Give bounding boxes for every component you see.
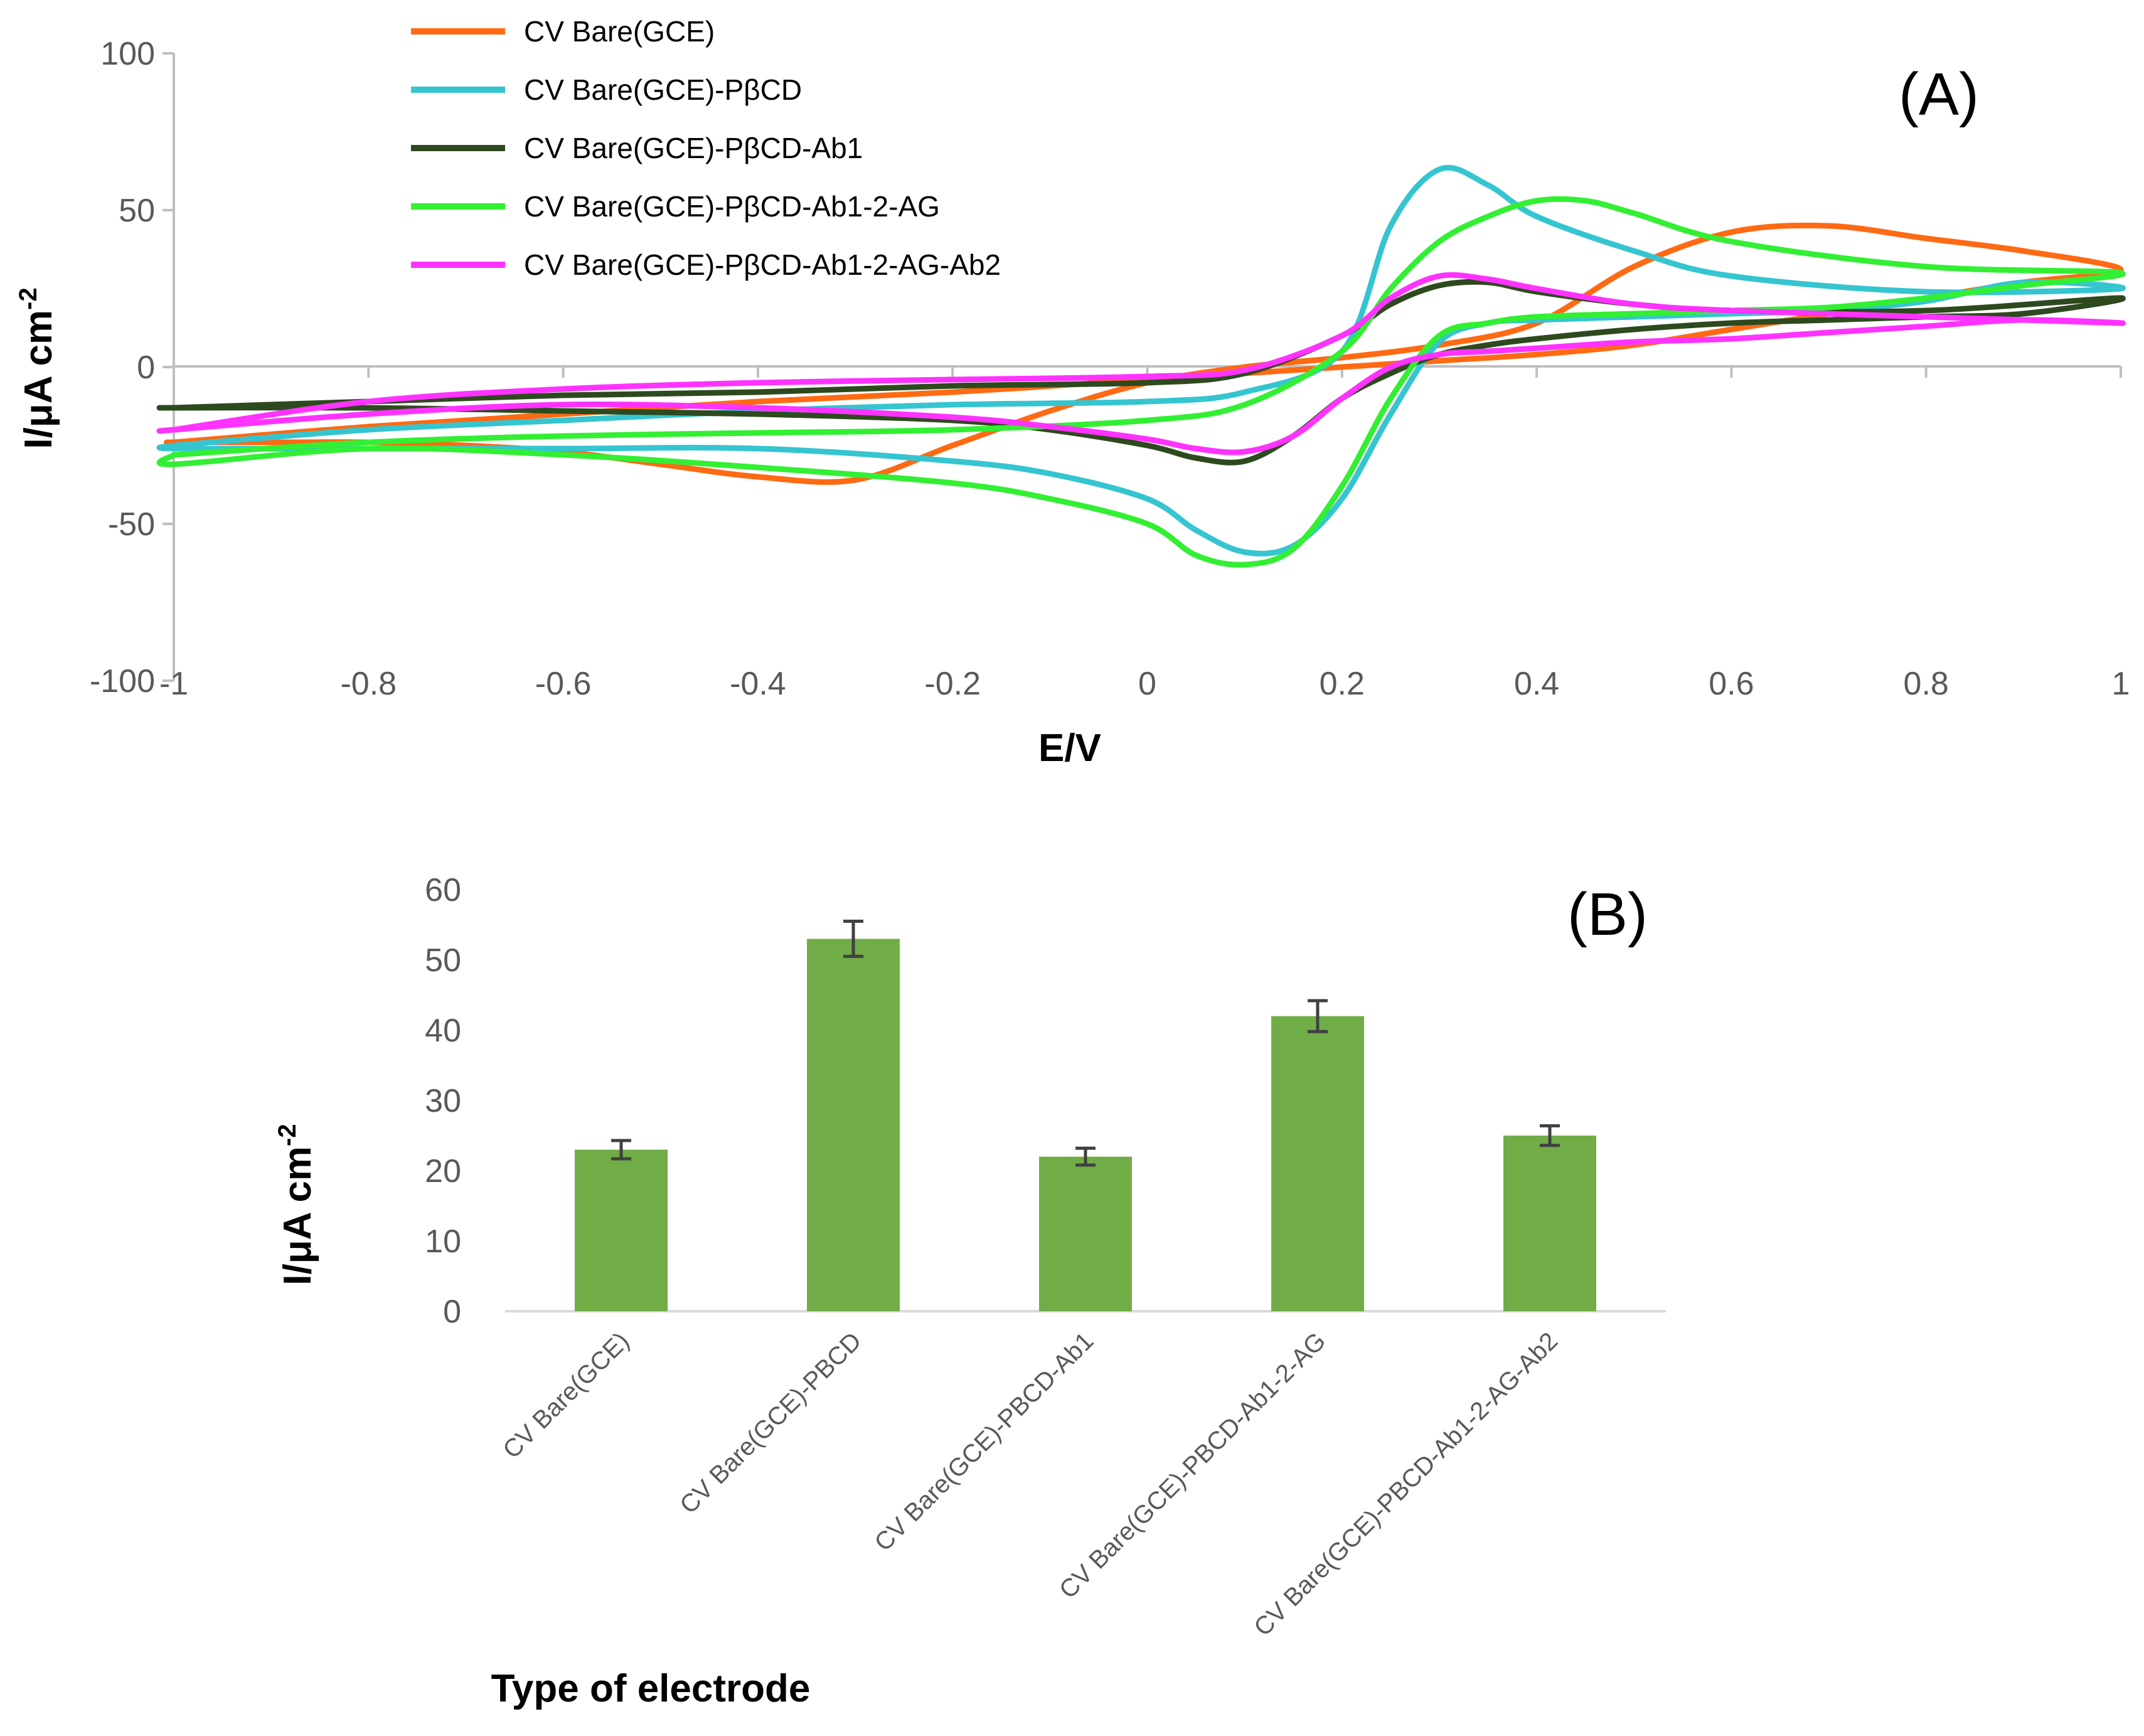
bar-y-axis-title-superscript: -2	[274, 1124, 301, 1146]
bar-y-tick-label: 10	[425, 1223, 461, 1260]
cv-y-tick-label: 100	[100, 36, 155, 72]
cv-series-line-5	[156, 272, 2126, 455]
cv-y-axis-title-superscript: -2	[14, 287, 42, 310]
bar-y-tick-label: 40	[425, 1013, 461, 1049]
cv-legend-label-3: CV Bare(GCE)-PβCD-Ab1	[524, 132, 863, 164]
bar-y-tick-label: 20	[425, 1153, 461, 1190]
cv-x-tick-label: 1	[2112, 666, 2130, 702]
cv-x-tick-label: -0.6	[535, 666, 592, 702]
cv-x-tick-label: 0.2	[1320, 666, 1365, 702]
cv-x-tick-label: 0	[1138, 666, 1156, 702]
cv-x-tick-label: 0.8	[1904, 666, 1949, 702]
cv-y-tick-label: 50	[119, 193, 155, 229]
cv-y-tick-label: -50	[108, 506, 155, 543]
bar-tick-labels: 0 10 20 30 40 50 60	[425, 872, 461, 1330]
bar-y-axis-title-main: I/μA cm	[276, 1146, 319, 1286]
cv-axes	[163, 52, 2122, 682]
bar-category-label-4: CV Bare(GCE)-PBCD-Ab1-2-AG	[1054, 1327, 1331, 1604]
cv-x-tick-label: -0.8	[340, 666, 397, 702]
cv-x-axis-title: E/V	[1038, 727, 1101, 770]
bar-y-tick-label: 30	[425, 1083, 461, 1119]
bar-category-label-3: CV Bare(GCE)-PBCD-Ab1	[869, 1327, 1099, 1557]
bar-3	[1039, 1156, 1132, 1311]
cv-legend: CV Bare(GCE) CV Bare(GCE)-PβCD CV Bare(GCE…	[411, 15, 1001, 281]
bar-1	[575, 1149, 668, 1311]
cv-x-tick-label: 0.4	[1514, 666, 1559, 702]
bar-category-labels: CV Bare(GCE) CV Bare(GCE)-PBCD CV Bare(GCE…	[498, 1327, 1563, 1641]
bar-y-tick-label: 60	[425, 872, 461, 908]
cv-y-axis-title-main: I/μA cm	[17, 310, 60, 449]
cv-legend-label-2: CV Bare(GCE)-PβCD	[524, 73, 802, 106]
bar-panel-label: (B)	[1567, 881, 1648, 948]
cv-x-tick-label: 0.6	[1709, 666, 1754, 702]
bar-category-label-2: CV Bare(GCE)-PBCD	[675, 1327, 867, 1519]
bar-y-tick-label: 50	[425, 942, 461, 979]
cv-legend-label-5: CV Bare(GCE)-PβCD-Ab1-2-AG-Ab2	[524, 248, 1001, 281]
cv-x-tick-label: -0.4	[730, 666, 786, 702]
bar-y-tick-label: 0	[443, 1294, 461, 1330]
cv-panel-label: (A)	[1899, 61, 1979, 128]
cv-legend-label-4: CV Bare(GCE)-PβCD-Ab1-2-AG	[524, 190, 940, 223]
cv-y-tick-label: -100	[90, 663, 155, 700]
bar-series-group	[575, 919, 1596, 1311]
cv-tick-labels: -100 -50 0 50 100 -1 -0.8 -0.6 -0.4 -0.2 0 0.2 0.4 0.…	[90, 36, 2130, 702]
bar-5	[1503, 1136, 1596, 1311]
bar-x-axis-title: Type of electrode	[491, 1667, 811, 1710]
cv-legend-label-1: CV Bare(GCE)	[524, 15, 715, 48]
bar-chart-panel: 0 10 20 30 40 50 60 CV Bare(GCE) CV Bare(GCE)-P…	[274, 872, 1666, 1710]
cv-series-line-4	[156, 196, 2126, 568]
bar-2	[807, 939, 900, 1311]
cv-chart-panel: -100 -50 0 50 100 -1 -0.8 -0.6 -0.4 -0.2 0 0.2 0.4 0.…	[14, 15, 2130, 770]
cv-x-tick-label: -0.2	[924, 666, 981, 702]
cv-y-tick-label: 0	[137, 349, 155, 386]
cv-series-group	[156, 164, 2126, 568]
cv-y-axis-title: I/μA cm-2	[14, 287, 60, 449]
bar-4	[1271, 1016, 1364, 1311]
bar-category-label-1: CV Bare(GCE)	[498, 1327, 634, 1464]
bar-y-axis-title: I/μA cm-2	[274, 1124, 319, 1285]
cv-x-tick-label: -1	[159, 666, 188, 702]
